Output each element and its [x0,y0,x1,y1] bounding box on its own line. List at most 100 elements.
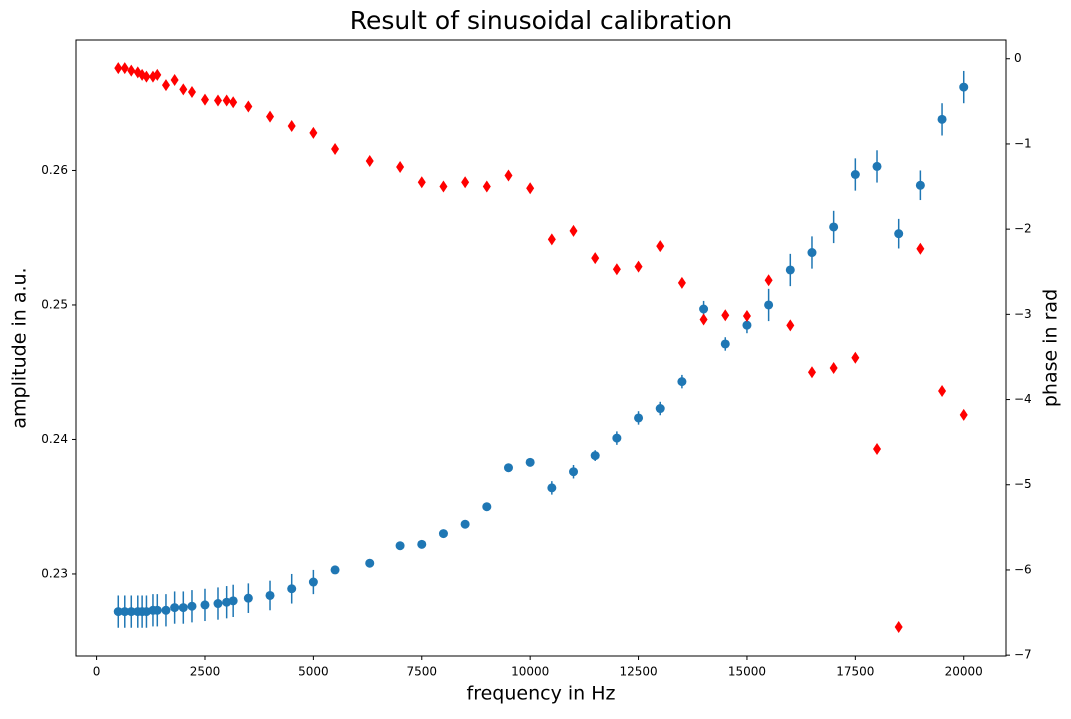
y-tick-label: 0.26 [41,163,68,177]
x-tick-label: 20000 [945,665,983,679]
y-tick-label: 0.25 [41,297,68,311]
diamond-point [120,62,129,75]
diamond-point [764,274,773,287]
point [894,229,904,239]
diamond-point [851,351,860,364]
point [503,463,513,473]
x-tick-label: 7500 [406,665,437,679]
x-tick-label: 10000 [511,665,549,679]
point [959,82,969,92]
diamond-point [365,154,374,167]
point [699,304,709,314]
diamond-point [569,224,578,237]
point [677,377,687,387]
y2-tick-label: −1 [1014,136,1032,150]
point [265,590,275,600]
point [395,541,405,551]
diamond-point [244,100,253,113]
diamond-point [127,64,136,77]
diamond-point [504,169,513,182]
plot-frame [75,39,1007,657]
diamond-point [677,276,686,289]
diamond-point [873,442,882,455]
diamond-point [229,96,238,109]
point [187,601,197,611]
diamond-point [187,85,196,98]
y2-tick-label: 0 [1014,51,1022,65]
point [460,519,470,529]
diamond-point [829,362,838,375]
point [170,603,180,613]
diamond-point [170,74,179,87]
diamond-point [213,94,222,107]
diamond-point [309,126,318,139]
y-tick-label: 0.24 [41,432,68,446]
diamond-point [266,110,275,123]
point [365,558,375,568]
point [850,169,860,179]
point [126,607,136,617]
diamond-point [417,176,426,189]
y2-tick-label: −2 [1014,222,1032,236]
diamond-point [114,62,123,75]
diamond-point [612,263,621,276]
diamond-point [161,79,170,92]
point [113,607,123,617]
x-tick-label: 5000 [298,665,329,679]
point [829,222,839,232]
point [417,539,427,549]
diamond-point [287,120,296,133]
diamond-point [526,182,535,195]
diamond-point [222,94,231,107]
diamond-point [699,313,708,326]
point [438,529,448,539]
point [178,603,188,613]
point [655,404,665,414]
point [569,467,579,477]
point [120,607,130,617]
point [764,300,774,310]
point [872,161,882,171]
point [915,180,925,190]
diamond-point [591,252,600,265]
y2-tick-label: −6 [1014,562,1032,576]
diamond-point [461,176,470,189]
x-tick-label: 17500 [836,665,874,679]
diamond-point [742,310,751,323]
point [612,433,622,443]
point [785,265,795,275]
point [742,320,752,330]
diamond-point [634,260,643,273]
chart-title: Result of sinusoidal calibration [350,6,733,35]
point [287,584,297,594]
diamond-point [721,309,730,322]
y2-axis-label: phase in rad [1040,289,1062,407]
diamond-point [200,93,209,106]
point [228,596,238,606]
diamond-point [807,366,816,379]
point [243,593,253,603]
diamond-point [179,83,188,96]
point [213,599,223,609]
diamond-point [894,621,903,634]
diamond-point [153,68,162,81]
diamond-point [331,143,340,156]
diamond-point [786,319,795,332]
x-tick-label: 12500 [619,665,657,679]
y2-tick-label: −5 [1014,477,1032,491]
diamond-point [439,180,448,193]
point [807,248,817,258]
point [937,114,947,124]
diamond-point [938,385,947,398]
x-tick-label: 0 [93,665,101,679]
y2-tick-label: −7 [1014,648,1032,662]
y2-tick-label: −4 [1014,392,1032,406]
point [720,339,730,349]
diamond-point [959,408,968,421]
diamond-point [396,160,405,173]
y2-tick-label: −3 [1014,307,1032,321]
point [308,577,318,587]
x-tick-label: 2500 [190,665,221,679]
point [161,605,171,615]
